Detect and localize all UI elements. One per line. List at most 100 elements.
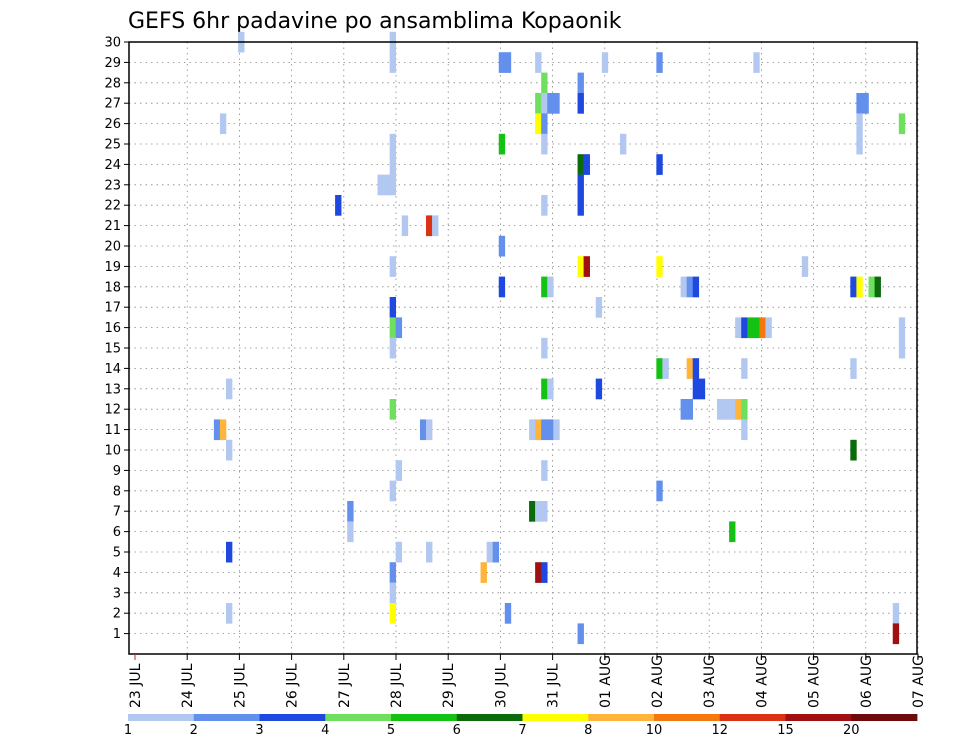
heatmap-cell: [225, 439, 233, 461]
heatmap-cell: [213, 419, 221, 441]
heatmap-cell: [583, 256, 590, 277]
heatmap-cell: [753, 52, 760, 73]
heatmap-cell: [741, 358, 748, 379]
colorbar-label: 15: [777, 723, 794, 738]
heatmap-cell: [492, 541, 500, 563]
colorbar-label: 7: [518, 723, 526, 738]
heatmap-cell: [389, 174, 397, 196]
heatmap-cell: [680, 399, 687, 420]
heatmap-cell: [547, 276, 554, 298]
heatmap-cell: [892, 623, 900, 645]
heatmap-cell: [898, 113, 906, 135]
heatmap-cell: [577, 174, 584, 196]
x-tick-label: 01 AUG: [598, 655, 614, 708]
x-tick-label: 30 JUL: [493, 663, 509, 708]
x-tick-label: 06 AUG: [859, 655, 875, 708]
heatmap-cell: [335, 195, 342, 216]
heatmap-cell: [225, 378, 233, 400]
heatmap-cell: [553, 93, 560, 114]
heatmap-cell: [577, 93, 584, 114]
colorbar-label: 4: [321, 723, 329, 738]
heatmap-cell: [541, 133, 548, 155]
heatmap-cell: [389, 52, 397, 73]
heatmap-cell: [383, 174, 390, 196]
heatmap-cell: [389, 582, 397, 604]
y-tick-label: 23: [104, 178, 121, 193]
x-tick-label: 31 JUL: [546, 663, 562, 708]
heatmap-cell: [868, 276, 875, 298]
heatmap-cell: [595, 378, 603, 400]
y-tick-label: 12: [104, 403, 121, 418]
colorbar: 1 2 3 4 5 6 7 8 10 12 15 20: [124, 714, 918, 738]
heatmap-cell: [656, 154, 663, 175]
heatmap-cell: [741, 419, 748, 441]
colorbar-swatch: [259, 714, 326, 721]
y-tick-label: 19: [104, 260, 121, 275]
heatmap-cell: [389, 256, 397, 277]
colorbar-swatch: [456, 714, 523, 721]
y-tick-label: 28: [104, 76, 121, 91]
colorbar-swatch: [719, 714, 786, 721]
colorbar-label: 10: [646, 723, 663, 738]
heatmap-cell: [389, 480, 397, 502]
heatmap-cell: [601, 52, 609, 73]
heatmap-cell: [662, 358, 669, 379]
y-tick-label: 22: [104, 199, 121, 214]
heatmap-cell: [692, 358, 700, 379]
heatmap-cell: [686, 276, 694, 298]
heatmap-cell: [541, 501, 548, 522]
heatmap-cell: [395, 317, 403, 339]
heatmap-cell: [656, 52, 663, 73]
heatmap-cell: [741, 399, 748, 420]
heatmap-cell: [219, 113, 227, 135]
y-tick-label: 27: [104, 97, 121, 112]
heatmap-cell: [765, 317, 772, 339]
colorbar-swatch: [128, 714, 195, 721]
heatmap-cell: [498, 276, 506, 298]
heatmap-cell: [529, 419, 536, 441]
heatmap-cell: [801, 256, 809, 277]
heatmap-cell: [535, 113, 542, 135]
colorbar-label: 12: [711, 723, 728, 738]
y-tick-label: 4: [113, 566, 121, 581]
heatmap-cell: [419, 419, 427, 441]
heatmap-cell: [389, 399, 397, 420]
heatmap-cell: [535, 93, 542, 114]
colorbar-swatch: [588, 714, 655, 721]
heatmap-cell: [541, 562, 548, 583]
colorbar-swatch: [325, 714, 392, 721]
colorbar-swatch: [522, 714, 589, 721]
y-axis: 1234567891011121314151617181920212223242…: [104, 36, 129, 642]
heatmap-cell: [686, 358, 694, 379]
y-tick-label: 17: [104, 301, 121, 316]
y-tick-label: 16: [104, 321, 121, 336]
heatmap-cell: [692, 276, 700, 298]
heatmap-cell: [389, 562, 397, 583]
heatmap-cell: [541, 378, 548, 400]
y-tick-label: 13: [104, 382, 121, 397]
heatmap-cell: [401, 215, 409, 237]
y-tick-label: 9: [113, 464, 121, 479]
heatmap-cell: [729, 521, 736, 543]
heatmap-cell: [529, 501, 536, 522]
x-axis: 23 JUL 24 JUL 25 JUL 26 JUL 27 JUL 28 JUL 29 J…: [128, 654, 927, 708]
y-tick-label: 20: [104, 240, 121, 255]
heatmap-cell: [577, 623, 584, 645]
heatmap-cell: [686, 399, 694, 420]
data-cells: [213, 31, 906, 645]
y-tick-label: 1: [113, 627, 121, 642]
heatmap-cell: [753, 317, 760, 339]
heatmap-cell: [735, 399, 742, 420]
heatmap-cell: [389, 603, 397, 624]
y-tick-label: 18: [104, 280, 121, 295]
x-tick-label: 27 JUL: [337, 663, 353, 708]
heatmap-cell: [347, 521, 354, 543]
heatmap-cell: [850, 358, 857, 379]
heatmap-cell: [553, 419, 560, 441]
heatmap-cell: [486, 541, 493, 563]
colorbar-swatch: [654, 714, 721, 721]
heatmap-cell: [577, 256, 584, 277]
heatmap-cell: [389, 337, 397, 359]
heatmap-cell: [498, 52, 506, 73]
heatmap-cell: [619, 133, 627, 155]
